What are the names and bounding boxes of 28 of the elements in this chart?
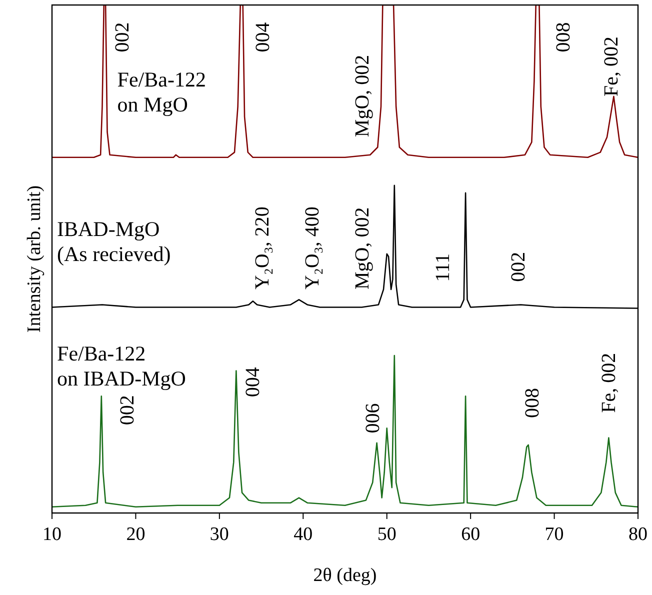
x-tick-label: 40 bbox=[294, 524, 313, 545]
annotation: 008 bbox=[552, 22, 575, 52]
annotation: MgO, 002 bbox=[352, 54, 374, 138]
annotation: Fe, 002 bbox=[600, 36, 622, 96]
x-tick-label: 60 bbox=[461, 524, 480, 545]
annotation: MgO, 002 bbox=[352, 207, 374, 290]
annotation: Y₂O₃, 220 bbox=[251, 206, 274, 290]
annotation: 002 bbox=[507, 252, 530, 282]
annotation: 004 bbox=[252, 22, 274, 52]
x-axis-title: 2θ (deg) bbox=[313, 565, 377, 586]
series-label: IBAD-MgO (As recieved) bbox=[57, 217, 171, 266]
annotation: 002 bbox=[111, 22, 134, 52]
x-tick-label: 10 bbox=[42, 524, 62, 545]
x-tick-label: 50 bbox=[377, 524, 396, 545]
annotation: Y₂O₃, 400 bbox=[302, 206, 324, 290]
series-label: Fe/Ba-122 on IBAD-MgO bbox=[57, 342, 186, 391]
annotation: Fe, 002 bbox=[598, 352, 620, 413]
y-axis-title: Intensity (arb. unit) bbox=[24, 185, 45, 333]
annotation: 006 bbox=[362, 403, 384, 434]
x-tick-label: 80 bbox=[628, 524, 648, 545]
x-tick-label: 70 bbox=[544, 524, 564, 545]
annotation: 002 bbox=[116, 395, 139, 426]
x-tick-label: 30 bbox=[210, 524, 229, 545]
annotation: 004 bbox=[242, 367, 264, 398]
annotation: 008 bbox=[522, 388, 544, 418]
annotation: 111 bbox=[432, 253, 454, 282]
x-tick-label: 20 bbox=[126, 524, 146, 545]
series-label: Fe/Ba-122 on MgO bbox=[117, 67, 206, 116]
